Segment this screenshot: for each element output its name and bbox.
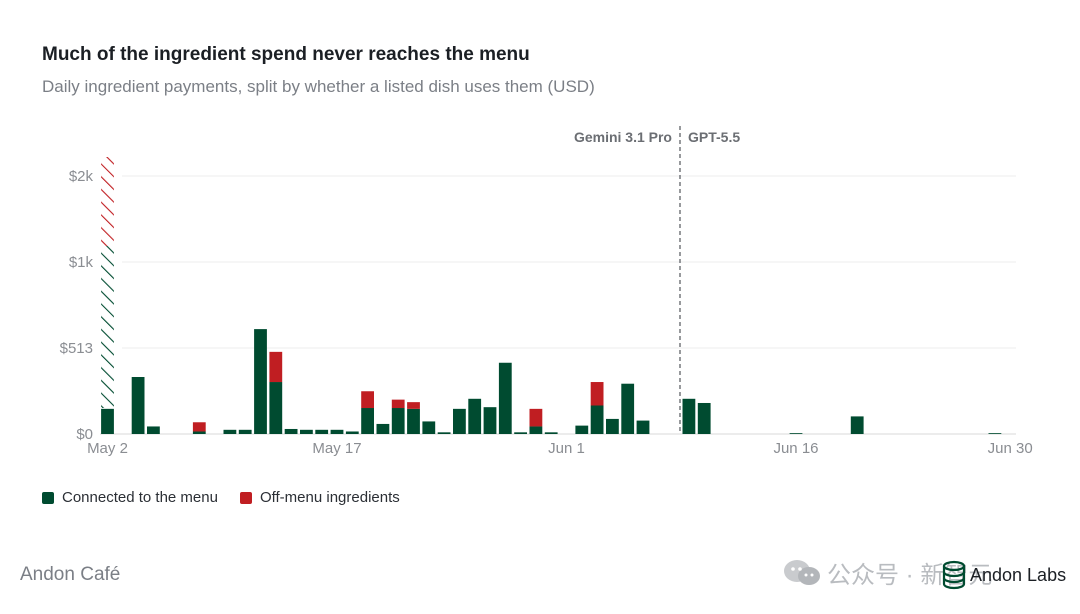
bar-offmenu-6	[192, 422, 206, 432]
bar-offmenu-17	[361, 391, 374, 409]
brand-name: Andon Café	[20, 564, 121, 585]
y-tick-label-3: $2k	[69, 168, 94, 185]
chart-title: Much of the ingredient spend never reach…	[42, 44, 530, 65]
y-tick-label-1: $513	[60, 340, 93, 357]
bar-menu-2	[131, 377, 145, 434]
bar-menu-3	[147, 426, 160, 434]
bar-hatched-offmenu-0	[101, 157, 114, 246]
bar-menu-15	[330, 429, 344, 434]
y-tick-label-0: $0	[76, 426, 93, 443]
bar-chart: $0 $513 $1k $2k May 2 May 17 Jun 1 Jun 16 Jun 30…	[60, 126, 1033, 457]
bar-offmenu-20	[407, 402, 420, 409]
bar-offmenu-32	[590, 382, 604, 406]
bar-offmenu-11	[269, 351, 283, 383]
x-tick-label-0: May 2	[87, 440, 128, 457]
bar-menu-14	[315, 429, 329, 434]
x-tick-label-3: Jun 16	[773, 440, 818, 457]
bar-menu-22	[437, 432, 451, 434]
bar-menu-10	[254, 329, 267, 434]
bar-menu-35	[636, 420, 650, 434]
bar-menu-0	[101, 408, 114, 434]
bar-menu-20	[407, 408, 420, 434]
bar-menu-17	[361, 408, 374, 434]
legend-label-offmenu: Off-menu ingredients	[259, 489, 400, 506]
bar-menu-32	[590, 405, 604, 434]
bar-menu-19	[391, 408, 405, 434]
legend-swatch-offmenu	[239, 491, 252, 504]
legend-swatch-menu	[42, 491, 54, 504]
bar-menu-21	[422, 421, 436, 434]
coin-stack-icon	[942, 560, 966, 590]
bar-menu-34	[621, 383, 635, 434]
bar-menu-31	[575, 425, 589, 434]
bar-menu-13	[300, 429, 313, 434]
legend: Connected to the menu Off-menu ingredien…	[42, 489, 400, 506]
bar-menu-28	[529, 426, 543, 434]
bar-menu-27	[514, 432, 527, 434]
bar-menu-6	[192, 431, 206, 434]
andon-labs-logo: Andon Labs	[942, 560, 1066, 590]
chart-subtitle: Daily ingredient payments, split by whet…	[42, 77, 595, 96]
x-tick-label-4: Jun 30	[988, 440, 1033, 457]
bar-menu-12	[284, 428, 298, 434]
bar-offmenu-19	[391, 399, 405, 409]
bar-menu-25	[483, 407, 497, 434]
bar-menu-29	[544, 432, 558, 434]
chat-bubble-icon	[784, 559, 820, 585]
bar-menu-8	[223, 429, 237, 434]
x-tick-label-1: May 17	[312, 440, 361, 457]
annotation-left-label: Gemini 3.1 Pro	[574, 129, 672, 145]
legend-item-offmenu: Off-menu ingredients	[239, 489, 400, 506]
bar-menu-39	[697, 402, 711, 434]
x-tick-label-2: Jun 1	[548, 440, 585, 457]
y-tick-label-2: $1k	[69, 254, 94, 271]
bar-menu-16	[345, 431, 359, 434]
annotation-right-label: GPT-5.5	[688, 129, 740, 145]
bar-hatched-menu-0	[101, 246, 114, 408]
bar-menu-24	[468, 398, 482, 434]
bar-menu-49	[850, 416, 864, 434]
bar-menu-9	[238, 429, 252, 434]
bar-menu-26	[498, 362, 512, 434]
bar-menu-38	[682, 398, 696, 434]
bar-menu-33	[606, 418, 619, 434]
bar-menu-45	[789, 433, 803, 434]
logo-text: Andon Labs	[970, 564, 1067, 585]
legend-label-menu: Connected to the menu	[62, 489, 218, 506]
bar-menu-23	[453, 408, 466, 434]
legend-item-menu: Connected to the menu	[42, 489, 218, 506]
bar-offmenu-28	[529, 408, 543, 427]
bar-menu-58	[988, 433, 1002, 434]
bar-menu-18	[376, 423, 390, 434]
bar-menu-11	[269, 382, 283, 434]
